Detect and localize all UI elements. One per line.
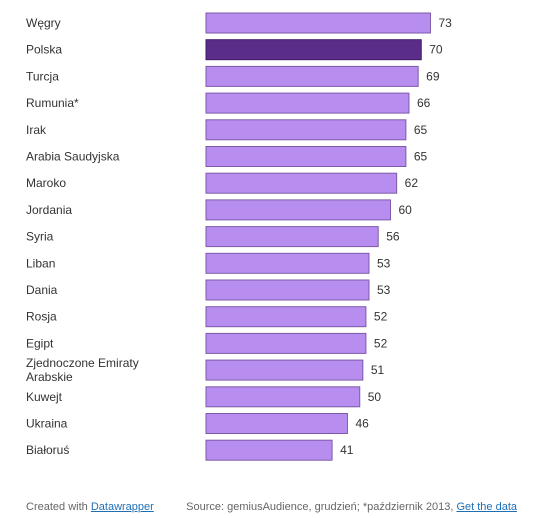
value-label-maroko: 62 <box>405 176 419 190</box>
category-label-arabia-saudyjska: Arabia Saudyjska <box>26 150 120 164</box>
created-with-text: Created with <box>26 501 88 513</box>
bar-irak <box>205 119 407 141</box>
category-label-wegry: Węgry <box>26 16 61 30</box>
bar-row-jordania: Jordania 60 <box>26 199 413 221</box>
bar-egipt <box>205 332 367 354</box>
value-label-ukraina: 46 <box>355 417 369 431</box>
category-label-irak: Irak <box>26 123 47 137</box>
bar-row-syria: Syria 56 <box>26 226 400 248</box>
bar-row-turcja: Turcja 69 <box>26 65 440 87</box>
bar-row-wegry: Węgry 73 <box>26 12 452 34</box>
value-label-syria: 56 <box>386 230 400 244</box>
bar-row-irak: Irak 65 <box>26 119 428 141</box>
bar-syria <box>205 226 379 248</box>
bar-row-dania: Dania 53 <box>26 279 391 301</box>
datawrapper-link[interactable]: Datawrapper <box>90 501 154 513</box>
value-label-egipt: 52 <box>374 336 388 350</box>
bar-row-maroko: Maroko 62 <box>26 172 419 194</box>
bar-bialorus <box>205 439 333 461</box>
value-label-kuwejt: 50 <box>368 390 382 404</box>
category-label-egipt: Egipt <box>26 336 54 350</box>
value-label-bialorus: 41 <box>340 443 354 457</box>
bar-row-rumunia: Rumunia* 66 <box>26 92 431 114</box>
category-label-maroko: Maroko <box>26 176 66 190</box>
value-label-dania: 53 <box>377 283 391 297</box>
category-label-kuwejt: Kuwejt <box>26 390 63 404</box>
value-label-rumunia: 66 <box>417 96 431 110</box>
bar-rosja <box>205 306 367 328</box>
value-label-jordania: 60 <box>399 203 413 217</box>
category-label-ukraina: Ukraina <box>26 417 68 431</box>
value-label-wegry: 73 <box>438 16 452 30</box>
value-label-arabia-saudyjska: 65 <box>414 150 428 164</box>
bar-kuwejt <box>205 386 361 408</box>
bar-polska <box>205 39 422 61</box>
bar-wegry <box>205 12 431 34</box>
value-label-turcja: 69 <box>426 69 440 83</box>
category-label-syria: Syria <box>26 230 54 244</box>
bar-arabia-saudyjska <box>205 146 407 167</box>
bar-row-zjednoczone-emiraty-arabskie: Zjednoczone Emiraty Arabskie 51 <box>26 356 384 384</box>
category-label-jordania: Jordania <box>26 203 72 217</box>
bar-dania <box>205 279 370 301</box>
footer-source: Source: gemiusAudience, grudzień; *paźdz… <box>186 501 517 513</box>
bar-turcja <box>205 65 419 87</box>
category-label-liban: Liban <box>26 256 55 270</box>
bar-liban <box>205 252 370 274</box>
category-label-dania: Dania <box>26 283 58 297</box>
bar-zjednoczone-emiraty-arabskie <box>205 359 364 381</box>
bar-row-polska: Polska 70 <box>26 39 443 61</box>
value-label-irak: 65 <box>414 123 428 137</box>
category-label-polska: Polska <box>26 43 62 57</box>
source-text: Source: gemiusAudience, grudzień; *paźdz… <box>186 501 454 513</box>
category-label-turcja: Turcja <box>26 69 59 83</box>
bar-maroko <box>205 172 398 194</box>
bar-row-liban: Liban 53 <box>26 252 391 274</box>
bar-row-bialorus: Białoruś 41 <box>26 439 354 461</box>
bar-rumunia <box>205 92 410 114</box>
bar-ukraina <box>205 413 348 434</box>
value-label-polska: 70 <box>429 43 443 57</box>
value-label-zjednoczone-emiraty-arabskie: 51 <box>371 363 385 377</box>
category-label-zjednoczone-emiraty-arabskie: Zjednoczone Emiraty Arabskie <box>26 356 139 384</box>
category-label-bialorus: Białoruś <box>26 443 69 457</box>
category-label-rumunia: Rumunia* <box>26 96 79 110</box>
bar-row-ukraina: Ukraina 46 <box>26 413 369 434</box>
bar-row-arabia-saudyjska: Arabia Saudyjska 65 <box>26 146 428 167</box>
footer-credit: Created with Datawrapper <box>26 501 154 513</box>
bar-row-egipt: Egipt 52 <box>26 332 388 354</box>
bar-row-kuwejt: Kuwejt 50 <box>26 386 382 408</box>
category-label-rosja: Rosja <box>26 310 57 324</box>
bar-jordania <box>205 199 391 221</box>
value-label-liban: 53 <box>377 256 391 270</box>
value-label-rosja: 52 <box>374 310 388 324</box>
bar-row-rosja: Rosja 52 <box>26 306 388 328</box>
get-the-data-link[interactable]: Get the data <box>456 501 517 513</box>
